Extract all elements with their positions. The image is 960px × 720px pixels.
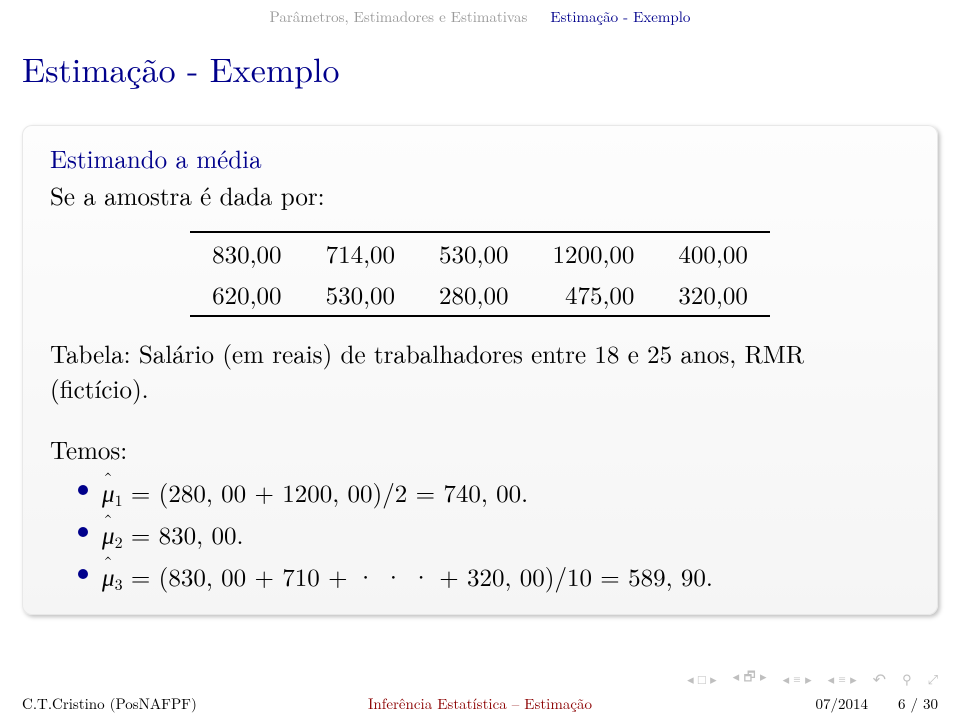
table-cell: 400,00 bbox=[656, 233, 769, 275]
footer-date: 07/2014 bbox=[815, 693, 868, 714]
mu-hat-symbol: μ bbox=[102, 559, 115, 594]
nav-bar: ◂ □ ▸ ◂ 🗗 ▸ ◂ ≡ ▸ ◂ ≡ ▸ ↶ ⚲ ⤢ bbox=[687, 666, 938, 690]
equation-rhs: = 830, 00. bbox=[123, 517, 244, 552]
nav-fullscreen-icon[interactable]: ⤢ bbox=[928, 669, 938, 688]
temos-label: Temos: bbox=[50, 432, 910, 467]
nav-prev-icon[interactable]: ◂ 🗗 ▸ bbox=[733, 666, 767, 690]
block-title: Estimando a média bbox=[50, 141, 910, 176]
table-cell: 620,00 bbox=[190, 274, 303, 316]
list-item: μ3 = (830, 00 + 710 + · · · + 320, 00)/1… bbox=[78, 559, 910, 595]
mu-index: 2 bbox=[115, 530, 123, 553]
mu-index: 3 bbox=[115, 572, 123, 595]
mu-index: 1 bbox=[115, 488, 123, 511]
table-cell: 530,00 bbox=[304, 274, 417, 316]
frame-title: Estimação - Exemplo bbox=[22, 44, 340, 92]
block-subtitle: Se a amostra é dada por: bbox=[50, 178, 910, 213]
table-cell: 280,00 bbox=[417, 274, 530, 316]
list-item: μ2 = 830, 00. bbox=[78, 517, 910, 553]
table-cell: 530,00 bbox=[417, 233, 530, 275]
nav-back-icon[interactable]: ↶ bbox=[873, 667, 886, 690]
nav-last-icon[interactable]: ◂ ≡ ▸ bbox=[828, 669, 857, 688]
item-list: μ1 = (280, 00 + 1200, 00)/2 = 740, 00. μ… bbox=[78, 475, 910, 595]
table-caption: Tabela: Salário (em reais) de trabalhado… bbox=[50, 336, 910, 406]
data-table: 830,00 714,00 530,00 1200,00 400,00 620,… bbox=[190, 231, 770, 317]
footer-right: 07/2014 6 / 30 bbox=[815, 693, 938, 714]
table-cell: 475,00 bbox=[530, 274, 656, 316]
slide-root: Parâmetros, Estimadores e Estimativas Es… bbox=[0, 0, 960, 720]
nav-next-icon[interactable]: ◂ ≡ ▸ bbox=[783, 669, 812, 688]
list-item: μ1 = (280, 00 + 1200, 00)/2 = 740, 00. bbox=[78, 475, 910, 511]
slide-header: Parâmetros, Estimadores e Estimativas Es… bbox=[0, 6, 960, 27]
table-cell: 1200,00 bbox=[530, 233, 656, 275]
table-cell: 830,00 bbox=[190, 233, 303, 275]
equation-rhs: = (830, 00 + 710 + · · · + 320, 00)/10 =… bbox=[123, 559, 713, 594]
table-cell: 714,00 bbox=[304, 233, 417, 275]
equation-rhs: = (280, 00 + 1200, 00)/2 = 740, 00. bbox=[123, 475, 529, 510]
footer-page: 6 / 30 bbox=[898, 693, 938, 714]
header-subsection: Estimação - Exemplo bbox=[550, 6, 690, 27]
content-block: Estimando a média Se a amostra é dada po… bbox=[22, 125, 938, 615]
nav-search-icon[interactable]: ⚲ bbox=[902, 669, 912, 688]
header-section: Parâmetros, Estimadores e Estimativas bbox=[270, 6, 528, 27]
table-cell: 320,00 bbox=[656, 274, 769, 316]
nav-first-icon[interactable]: ◂ □ ▸ bbox=[687, 669, 717, 688]
